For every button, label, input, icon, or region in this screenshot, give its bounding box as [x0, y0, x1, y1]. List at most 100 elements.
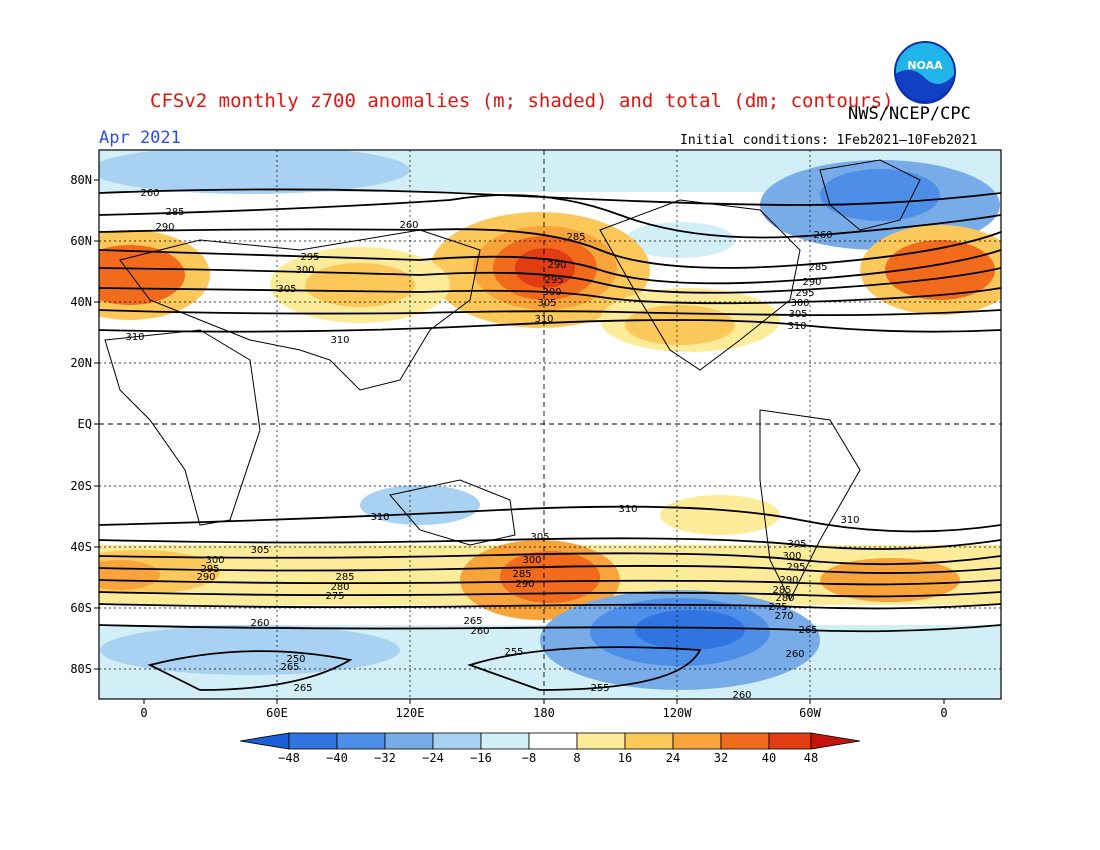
contour-label: 310 [787, 321, 806, 332]
contour-label: 305 [787, 539, 806, 550]
cbar-label: −8 [521, 751, 537, 765]
contour-label: 300 [522, 555, 541, 566]
height-contours [99, 188, 1001, 691]
contour-label: 290 [547, 260, 566, 271]
contour-label: 290 [196, 572, 215, 583]
contour-label: 305 [250, 545, 269, 556]
contour-label: 270 [774, 611, 793, 622]
neg-blob-canada [625, 222, 735, 258]
contour-label: 265 [293, 683, 312, 694]
contour-label: 295 [795, 288, 814, 299]
contour-label: 300 [205, 555, 224, 566]
pos-blob-s-pac-2 [500, 551, 600, 603]
contour-label: 290 [802, 277, 821, 288]
contour-label: 300 [542, 287, 561, 298]
contour-label: 290 [779, 575, 798, 586]
contour-label: 255 [590, 683, 609, 694]
contour-label: 260 [250, 618, 269, 629]
contour-label: 285 [335, 572, 354, 583]
pos-blob-namerica-2 [625, 305, 735, 345]
lat-label: 80S [70, 662, 92, 676]
chart-title: CFSv2 monthly z700 anomalies (m; shaded)… [150, 90, 894, 112]
neg-blob-s-pac-core [635, 610, 745, 650]
contour-label-group: 260 285 290 295 300 305 310 310 260 285 … [125, 188, 859, 701]
contour-label: 285 [512, 569, 531, 580]
contour-label: 280 [330, 582, 349, 593]
contour-label: 305 [788, 309, 807, 320]
contour-label: 250 [286, 654, 305, 665]
cbar-label: 24 [665, 751, 681, 765]
pos-blob-europe-e-2 [885, 240, 995, 300]
contour-label: 300 [782, 551, 801, 562]
forecast-period: Apr 2021 [99, 128, 181, 148]
lat-label: 60N [70, 234, 92, 248]
contour-label: 295 [300, 252, 319, 263]
contour-label: 260 [399, 220, 418, 231]
contour-label: 275 [768, 602, 787, 613]
contour-label: 300 [790, 298, 809, 309]
lon-label: 120E [395, 706, 425, 720]
cbar-label: −48 [278, 751, 300, 765]
cbar-label: −16 [470, 751, 492, 765]
contour-label: 255 [504, 647, 523, 658]
pos-blob-s-pac-east [660, 495, 780, 535]
contour-label: 260 [785, 649, 804, 660]
contour-label: 290 [155, 222, 174, 233]
lat-label: 20N [70, 356, 92, 370]
svg-text:NOAA: NOAA [907, 59, 943, 72]
contour-label: 305 [277, 284, 296, 295]
pos-blob-s-ind [820, 558, 960, 602]
contour-label: 310 [534, 314, 553, 325]
cbar-label: 16 [617, 751, 633, 765]
contour-label: 265 [280, 662, 299, 673]
cbar-label: 8 [573, 751, 581, 765]
contour-label: 265 [798, 625, 817, 636]
lon-label: 60W [799, 706, 821, 720]
cbar-label: 32 [713, 751, 729, 765]
contour-label: 295 [200, 564, 219, 575]
contour-label: 285 [808, 262, 827, 273]
contour-label: 310 [125, 332, 144, 343]
contour-label: 260 [813, 230, 832, 241]
contour-label: 300 [295, 265, 314, 276]
equator-dateline [99, 150, 1001, 699]
contour-label: 285 [165, 207, 184, 218]
lon-label: 60E [266, 706, 288, 720]
contour-label: 260 [470, 626, 489, 637]
contour-label: 310 [330, 335, 349, 346]
pos-blob-asia-2 [305, 263, 415, 307]
contour-label: 260 [732, 690, 751, 701]
cbar-label: 48 [803, 751, 819, 765]
lat-label: 40S [70, 540, 92, 554]
lat-label: 40N [70, 295, 92, 309]
contour-label: 295 [544, 275, 563, 286]
contour-label: 265 [463, 616, 482, 627]
contour-label: 310 [618, 504, 637, 515]
initial-conditions: Initial conditions: 1Feb2021–10Feb2021 [680, 133, 978, 148]
neg-blob-s-ind [100, 625, 400, 675]
cbar-label: −24 [422, 751, 444, 765]
lon-label: 0 [940, 706, 948, 720]
contour-label: 260 [140, 188, 159, 199]
neg-blob-greenland-core [820, 169, 940, 221]
contour-label: 310 [370, 512, 389, 523]
cbar-label: 40 [761, 751, 777, 765]
shaded-anomalies [99, 150, 1001, 699]
lon-label: 180 [533, 706, 555, 720]
contour-label: 285 [772, 585, 791, 596]
noaa-logo: NOAA [894, 41, 956, 104]
neg-blob-north-1 [99, 150, 410, 194]
contour-label: 275 [325, 591, 344, 602]
contour-label: 290 [515, 579, 534, 590]
pos-blob-s-atl-2 [99, 560, 160, 590]
axis-ticks [94, 179, 945, 704]
lon-label: 0 [140, 706, 148, 720]
cbar-label: −32 [374, 751, 396, 765]
lat-label: 80N [70, 173, 92, 187]
lat-label: EQ [77, 417, 92, 431]
contour-label: 305 [537, 298, 556, 309]
lat-label: 20S [70, 479, 92, 493]
contour-label: 295 [786, 562, 805, 573]
contour-label: 285 [566, 232, 585, 243]
